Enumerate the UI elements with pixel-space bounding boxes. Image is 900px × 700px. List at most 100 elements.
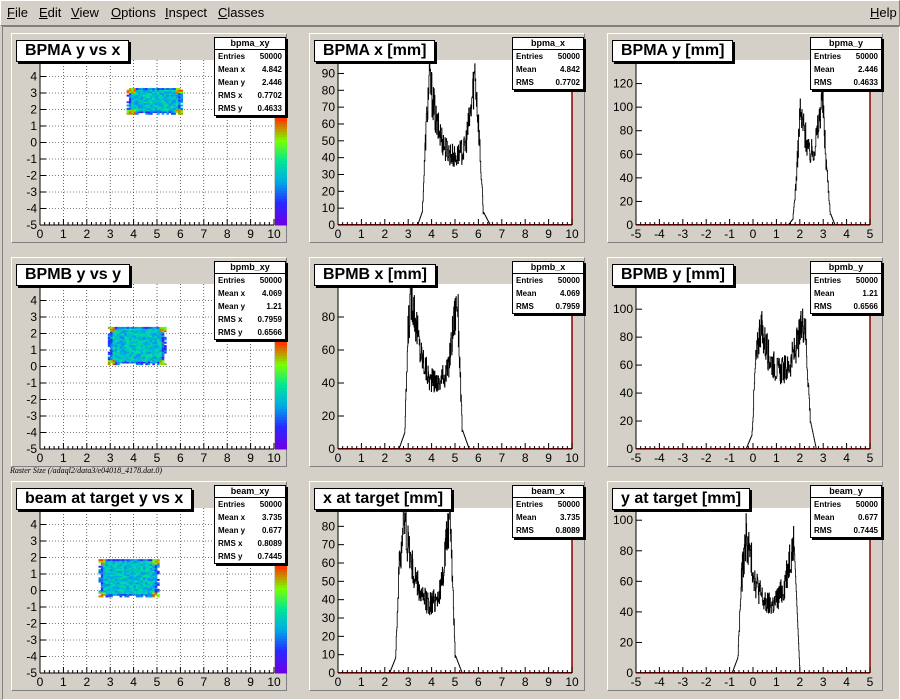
chart-pad-beam_x[interactable]: 0123456789100102030405060708090x at targ… [309, 481, 585, 691]
palette-segment [275, 374, 287, 378]
heatmap-cell [149, 109, 153, 112]
heatmap-cell [100, 560, 104, 563]
heatmap-cell [128, 111, 132, 114]
menu-options[interactable]: Options [111, 5, 156, 20]
heatmap-cell [112, 567, 116, 570]
heatmap-cell [126, 361, 130, 364]
heatmap-cell [147, 565, 151, 568]
heatmap-cell [147, 361, 151, 364]
heatmap-cell [128, 560, 132, 563]
heatmap-cell [121, 351, 125, 354]
heatmap-cell [128, 570, 132, 573]
heatmap-cell [126, 592, 130, 595]
stats-row: Mean x 3.735 [215, 511, 285, 524]
heatmap-cell [131, 560, 134, 563]
chart-pad-bpmb_xy[interactable]: 01020304001234567891043210-1-2-3-4-5BPMB… [11, 257, 287, 467]
heatmap-cell [103, 562, 106, 565]
heatmap-cell [117, 354, 120, 357]
heatmap-cell [124, 570, 127, 573]
menu-help[interactable]: Help [870, 5, 897, 20]
heatmap-cell [147, 88, 151, 90]
stats-value: 4.842 [559, 65, 580, 74]
heatmap-cell [147, 569, 151, 571]
heatmap-cell [154, 102, 158, 105]
heatmap-cell [142, 93, 146, 95]
heatmap-cell [128, 340, 132, 343]
heatmap-cell [110, 328, 113, 331]
stats-key: Mean x [218, 513, 246, 522]
menu-file[interactable]: File [7, 5, 28, 20]
chart-pad-bpmb_x[interactable]: 012345678910020406080100BPMB x [mm]bpmb_… [309, 257, 585, 467]
chart-pad-beam_y[interactable]: -5 -4 -3 -2 -1 0 1 2 3 4 5 0 20 40 60 80 100 y at target … [607, 481, 883, 691]
heatmap-cell [157, 107, 160, 110]
heatmap-cell [131, 575, 134, 578]
y-tick-label: 100 [613, 302, 633, 316]
heatmap-cell [133, 106, 137, 109]
heatmap-cell [133, 570, 137, 573]
heatmap-cell [119, 575, 123, 578]
heatmap-cell [126, 560, 130, 563]
chart-pad-bpmb_y[interactable]: -5 -4 -3 -2 -1 0 1 2 3 4 5 0 20 40 60 80 100 BPMB y [mm] b… [607, 257, 883, 467]
root-canvas[interactable]: 01020304001234567891043210-1-2-3-4-5BPMA… [2, 26, 900, 700]
heatmap-cell [114, 326, 118, 329]
y-tick-label: 40 [620, 171, 634, 185]
heatmap-cell [128, 91, 132, 94]
heatmap-cell [131, 345, 134, 347]
stats-key: RMS [814, 526, 832, 535]
heatmap-cell [133, 340, 137, 343]
heatmap-cell [124, 559, 127, 562]
stats-row: Entries 50000 [811, 498, 881, 511]
palette-segment [275, 630, 287, 634]
heatmap-cell [149, 592, 153, 595]
heatmap-cell [175, 96, 179, 99]
stats-box-name: bpmb_y [811, 262, 881, 274]
stats-box: beam_y Entries 50000 Mean 0.677 RMS 0.7445 [810, 485, 882, 538]
heatmap-cell [145, 358, 148, 361]
heatmap-cell [124, 567, 127, 570]
chart-pad-bpma_x[interactable]: 0 1 2 3 4 5 6 7 8 9 10 0 10 20 30 40 50 60 70 80 90 BPMA x [m… [309, 33, 585, 243]
heatmap-cell [121, 582, 125, 585]
heatmap-cell [133, 567, 137, 570]
heatmap-cell [107, 570, 111, 573]
heatmap-cell [133, 96, 137, 99]
heatmap-cell [131, 577, 134, 580]
palette-segment [275, 198, 287, 202]
chart-pad-bpma_xy[interactable]: 01020304001234567891043210-1-2-3-4-5BPMA… [11, 33, 287, 243]
heatmap-cell [121, 361, 125, 364]
heatmap-cell [128, 97, 132, 100]
heatmap-cell [140, 585, 144, 588]
chart-pad-bpma_y[interactable]: -5-4-3-2-1012345020406080100120140BPMA y… [607, 33, 883, 243]
heatmap-cell [152, 574, 155, 576]
heatmap-cell [142, 335, 146, 338]
heatmap-cell [135, 88, 139, 90]
heatmap-cell [100, 569, 104, 571]
heatmap-cell [121, 587, 125, 590]
x-tick-label: 3 [405, 227, 412, 241]
heatmap-cell [131, 567, 134, 570]
y-tick-label: -5 [26, 218, 37, 232]
menu-edit[interactable]: Edit [39, 5, 62, 20]
heatmap-cell [161, 107, 165, 110]
heatmap-cell [145, 88, 148, 90]
heatmap-cell [149, 104, 153, 107]
heatmap-cell [145, 354, 148, 357]
y-tick-label: 1 [30, 119, 37, 133]
heatmap-cell [114, 363, 118, 366]
heatmap-cell [121, 588, 125, 591]
menu-view[interactable]: View [71, 5, 99, 20]
menu-classes[interactable]: Classes [218, 5, 265, 20]
heatmap-cell [126, 562, 130, 565]
heatmap-cell [138, 570, 141, 573]
menu-inspect[interactable]: Inspect [165, 5, 207, 20]
heatmap-cell [145, 572, 148, 575]
heatmap-cell [131, 333, 134, 336]
heatmap-cell [171, 102, 174, 105]
heatmap-cell [161, 328, 165, 331]
x-tick-label: -2 [701, 675, 712, 689]
heatmap-cell [166, 89, 169, 92]
heatmap-cell [119, 338, 123, 341]
heatmap-cell [142, 585, 146, 588]
heatmap-cell [135, 559, 139, 562]
heatmap-cell [121, 346, 125, 349]
